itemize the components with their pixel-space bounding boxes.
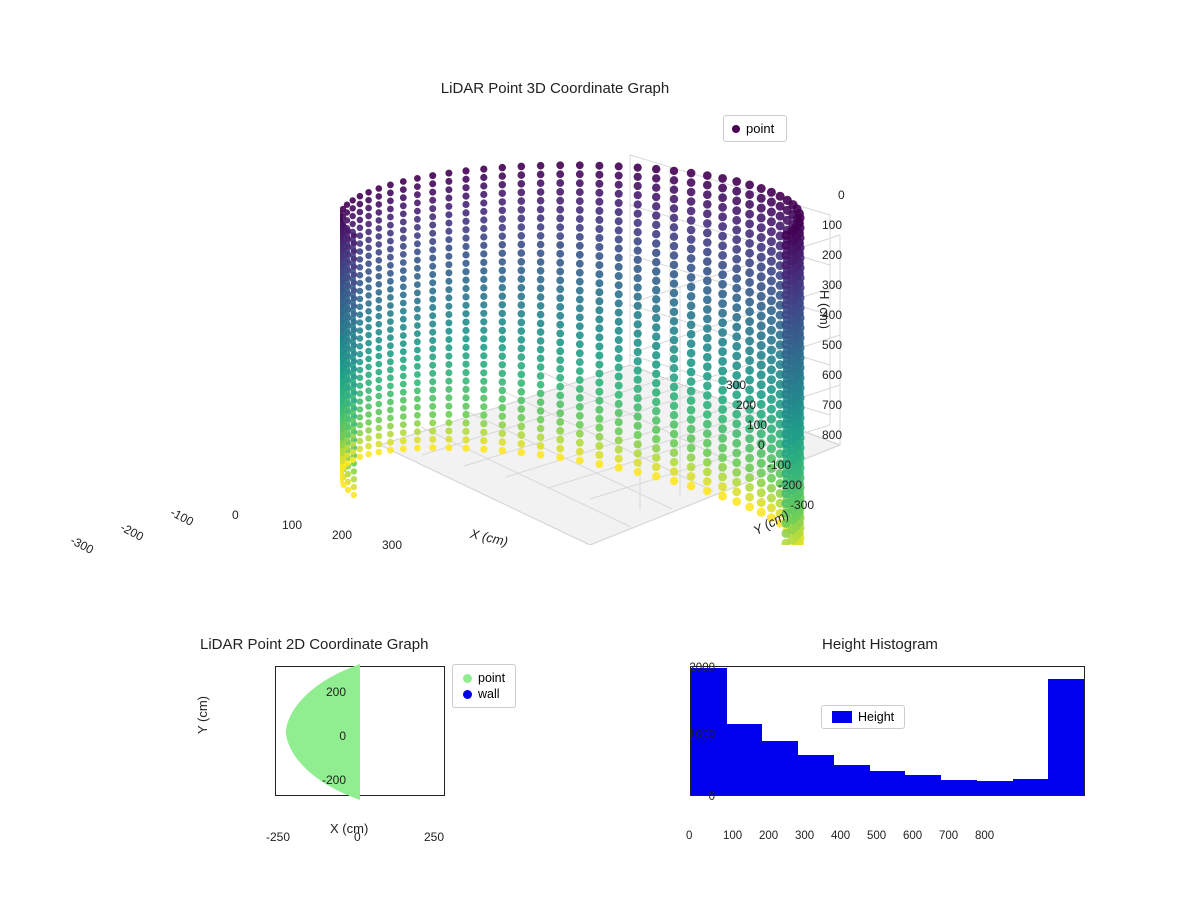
- plot2d-xlabel: X (cm): [330, 821, 368, 836]
- plot3d-xtick-neg200: -200: [118, 520, 146, 544]
- hist-xtick-0: 0: [686, 830, 692, 842]
- hist-xtick-500: 500: [867, 830, 886, 842]
- plot2d-ylabel: Y (cm): [195, 696, 210, 734]
- plot3d-ytick-200: 200: [736, 398, 756, 412]
- plot3d-xtick-neg100: -100: [168, 505, 196, 529]
- plot3d-htick-200: 200: [822, 248, 842, 262]
- plot3d-htick-800: 800: [822, 428, 842, 442]
- hist-bar-9[interactable]: [1013, 779, 1049, 795]
- hist-xtick-600: 600: [903, 830, 922, 842]
- plot3d-xtick-100: 100: [282, 518, 302, 532]
- plot2d-legend-wall-dot: [463, 690, 472, 699]
- hist-xtick-700: 700: [939, 830, 958, 842]
- plot3d-xtick-neg300: -300: [68, 533, 96, 557]
- histogram-title: Height Histogram: [660, 636, 1100, 653]
- plot3d-htick-100: 100: [822, 218, 842, 232]
- plot3d-htick-600: 600: [822, 368, 842, 382]
- plot3d-htick-700: 700: [822, 398, 842, 412]
- hist-xtick-400: 400: [831, 830, 850, 842]
- hist-xtick-100: 100: [723, 830, 742, 842]
- hist-ytick-2000: 2000: [683, 662, 715, 674]
- plot2d-legend-point-label: point: [478, 671, 505, 685]
- hist-bar-7[interactable]: [941, 780, 977, 795]
- histogram-legend[interactable]: Height: [821, 705, 905, 729]
- plot3d-xtick-200: 200: [332, 528, 352, 542]
- hist-xtick-800: 800: [975, 830, 994, 842]
- hist-bar-3[interactable]: [798, 755, 834, 795]
- plot2d-legend[interactable]: point wall: [452, 664, 516, 708]
- plot3d-xtick-300: 300: [382, 538, 402, 552]
- plot2d-ytick-neg200: -200: [314, 773, 346, 787]
- histogram-bars[interactable]: [691, 667, 1084, 795]
- height-histogram-panel: Height Histogram Height 0 100 200 300 40…: [660, 636, 1100, 846]
- plot2d-xtick-neg250: -250: [266, 830, 290, 844]
- plot2d-ytick-200: 200: [314, 685, 346, 699]
- plot3d-xtick-0: 0: [232, 508, 239, 522]
- plot3d-htick-400: 400: [822, 308, 842, 322]
- plot3d-ytick-300: 300: [726, 378, 746, 392]
- lidar-3d-panel: LiDAR Point 3D Coordinate Graph point: [0, 60, 1000, 620]
- plot2d-title: LiDAR Point 2D Coordinate Graph: [200, 636, 540, 653]
- plot3d-ytick-neg200: -200: [778, 478, 802, 492]
- hist-bar-10[interactable]: [1048, 679, 1084, 795]
- lidar-2d-panel: LiDAR Point 2D Coordinate Graph -250 0 2…: [200, 636, 540, 846]
- plot2d-legend-wall-label: wall: [478, 687, 500, 701]
- plot3d-htick-300: 300: [822, 278, 842, 292]
- lidar-2d-axes[interactable]: -250 0 250 200 0 -200: [275, 666, 445, 796]
- hist-ytick-0: 0: [683, 791, 715, 803]
- plot3d-title: LiDAR Point 3D Coordinate Graph: [330, 80, 780, 97]
- plot2d-legend-point: point: [463, 671, 505, 685]
- hist-bar-4[interactable]: [834, 765, 870, 795]
- hist-bar-6[interactable]: [905, 775, 941, 795]
- plot3d-ytick-100: 100: [747, 418, 767, 432]
- plot3d-ytick-neg100: -100: [767, 458, 791, 472]
- hist-bar-2[interactable]: [762, 741, 798, 795]
- hist-bar-5[interactable]: [870, 771, 906, 795]
- histogram-axes[interactable]: Height 0 100 200 300 400 500 600 700 800…: [690, 666, 1085, 796]
- hist-bar-1[interactable]: [727, 724, 763, 795]
- hist-xtick-200: 200: [759, 830, 778, 842]
- hist-xtick-300: 300: [795, 830, 814, 842]
- histogram-legend-label: Height: [858, 710, 894, 724]
- plot3d-ytick-neg300: -300: [790, 498, 814, 512]
- histogram-legend-swatch: [832, 711, 852, 723]
- plot2d-legend-point-dot: [463, 674, 472, 683]
- hist-ytick-1000: 1000: [683, 729, 715, 741]
- hist-bar-8[interactable]: [977, 781, 1013, 795]
- plot2d-ytick-0: 0: [314, 729, 346, 743]
- plot3d-htick-0: 0: [838, 188, 845, 202]
- plot2d-xtick-250: 250: [424, 830, 444, 844]
- plot3d-ytick-0: 0: [758, 438, 765, 452]
- plot2d-legend-wall: wall: [463, 687, 505, 701]
- plot3d-htick-500: 500: [822, 338, 842, 352]
- lidar-2d-shape-svg: [276, 662, 444, 802]
